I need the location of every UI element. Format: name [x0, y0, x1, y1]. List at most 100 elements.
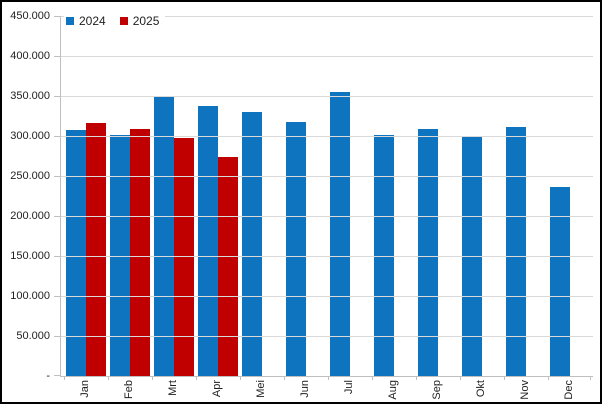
bar-group-mrt [152, 16, 196, 376]
y-axis-tick [54, 296, 60, 297]
bar-group-mei [240, 16, 284, 376]
y-axis-label: 200.000 [10, 210, 50, 222]
y-axis-tick [54, 136, 60, 137]
bar-2024-sep [418, 129, 438, 376]
x-axis-label: Jul [342, 380, 355, 395]
x-axis-label-cell: Apr [195, 380, 239, 402]
bar-2024-dec [550, 187, 570, 376]
legend-item-2024: 2024 [66, 14, 106, 28]
x-axis-label: Sep [430, 380, 443, 400]
bar-2024-aug [374, 135, 394, 376]
x-axis-label-cell: Feb [107, 380, 151, 402]
x-axis-label: Okt [474, 380, 487, 398]
x-axis-label: Jun [298, 380, 311, 398]
x-axis-label: Jan [78, 380, 91, 398]
gridline [61, 256, 593, 257]
y-axis-label: - [46, 370, 50, 382]
bar-2024-mrt [154, 96, 174, 376]
x-axis-labels: Jan Feb Mrt Apr Mei Jun Jul Aug Sep Okt Nov Dec [63, 380, 591, 402]
y-axis-tick [54, 336, 60, 337]
legend-swatch-icon [119, 17, 128, 25]
x-axis-tick [548, 376, 549, 380]
bar-group-aug [372, 16, 416, 376]
x-axis-tick [152, 376, 153, 380]
bar-2024-jun [286, 122, 306, 376]
bar-2024-apr [198, 106, 218, 376]
x-axis-label: Mrt [166, 380, 179, 396]
legend-label: 2024 [79, 14, 106, 28]
x-axis-label: Mei [254, 380, 267, 398]
gridline [61, 176, 593, 177]
x-axis-tick [284, 376, 285, 380]
bar-2024-jul [330, 92, 350, 376]
y-axis-tick [54, 256, 60, 257]
gridline [61, 136, 593, 137]
bar-2024-nov [506, 127, 526, 376]
x-axis-tick [328, 376, 329, 380]
x-axis-label-cell: Aug [371, 380, 415, 402]
bar-group-nov [504, 16, 548, 376]
y-axis-label: 300.000 [10, 130, 50, 142]
plot-area [54, 16, 593, 380]
x-axis-label: Dec [562, 380, 575, 400]
legend: 2024 2025 [64, 12, 166, 30]
bar-group-dec [548, 16, 592, 376]
bar-group-jan [64, 16, 108, 376]
x-axis-label: Feb [122, 380, 135, 399]
bar-2024-feb [110, 135, 130, 376]
legend-swatch-icon [66, 17, 74, 25]
bar-2025-apr [218, 157, 238, 376]
bar-2025-mrt [174, 138, 194, 376]
y-axis-label: 450.000 [10, 10, 50, 22]
bar-2025-jan [86, 123, 106, 376]
y-axis-label: 100.000 [10, 290, 50, 302]
x-axis-label-cell: Dec [547, 380, 591, 402]
x-axis-tick [460, 376, 461, 380]
bar-group-jun [284, 16, 328, 376]
bar-2024-jan [66, 130, 86, 376]
x-axis-label-cell: Nov [503, 380, 547, 402]
x-axis-label-cell: Mrt [151, 380, 195, 402]
y-axis-tick [54, 375, 60, 376]
x-axis-tick [108, 376, 109, 380]
y-axis-label: 350.000 [10, 90, 50, 102]
bar-group-feb [108, 16, 152, 376]
x-axis-tick [504, 376, 505, 380]
x-axis-tick [64, 376, 65, 380]
gridline [61, 216, 593, 217]
y-axis-tick [54, 176, 60, 177]
gridline [61, 336, 593, 337]
x-axis-label: Apr [210, 380, 223, 398]
bar-group-sep [416, 16, 460, 376]
x-axis-label-cell: Okt [459, 380, 503, 402]
x-axis-label-cell: Mei [239, 380, 283, 402]
x-axis-label: Aug [386, 380, 399, 400]
gridline [61, 16, 593, 17]
bar-2024-mei [242, 112, 262, 376]
y-axis-label: 150.000 [10, 250, 50, 262]
y-axis-tick [54, 16, 60, 17]
y-axis-label: 50.000 [16, 330, 50, 342]
x-axis-tick [590, 376, 591, 380]
bar-group-okt [460, 16, 504, 376]
bar-groups [64, 16, 592, 376]
x-axis-tick [372, 376, 373, 380]
gridline [61, 56, 593, 57]
x-axis-label-cell: Jun [283, 380, 327, 402]
x-axis-tick [416, 376, 417, 380]
y-axis-label: 400.000 [10, 50, 50, 62]
x-axis-tick [196, 376, 197, 380]
legend-label: 2025 [132, 14, 160, 28]
x-axis-label-cell: Jan [63, 380, 107, 402]
gridline [61, 96, 593, 97]
gridline [61, 296, 593, 297]
bar-group-apr [196, 16, 240, 376]
x-axis-label-cell: Jul [327, 380, 371, 402]
y-axis-tick [54, 56, 60, 57]
x-axis-tick [240, 376, 241, 380]
bar-group-jul [328, 16, 372, 376]
y-axis-tick [54, 96, 60, 97]
y-axis-tick [54, 216, 60, 217]
x-axis-label: Nov [518, 380, 531, 400]
